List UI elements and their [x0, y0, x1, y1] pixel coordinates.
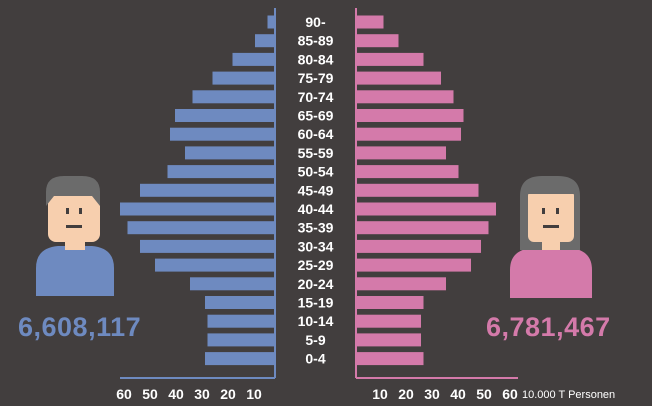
male-bar-35-39 — [127, 221, 275, 235]
male-mouth — [66, 225, 82, 228]
female-bar-85-89 — [356, 34, 399, 48]
age-label: 35-39 — [298, 220, 334, 236]
male-bar-45-49 — [140, 183, 275, 197]
male-bar-20-24 — [190, 277, 275, 291]
age-label: 55-59 — [298, 145, 334, 161]
age-label: 10-14 — [298, 313, 334, 329]
female-bar-70-74 — [356, 90, 454, 104]
male-bar-75-79 — [212, 71, 275, 85]
female-body — [510, 248, 592, 298]
age-label: 65-69 — [298, 108, 334, 124]
male-body — [36, 246, 114, 296]
age-label: 60-64 — [298, 126, 334, 142]
male-bar-10-14 — [207, 314, 275, 328]
age-label: 40-44 — [298, 201, 334, 217]
male-bar-60-64 — [170, 127, 275, 141]
male-bar-5-9 — [207, 333, 275, 347]
male-bar-0-4 — [205, 352, 275, 366]
female-bar-90- — [356, 15, 384, 29]
male-bar-85-89 — [255, 34, 275, 48]
tick-label-right: 30 — [424, 386, 440, 402]
male-bar-15-19 — [205, 296, 275, 309]
female-bar-50-54 — [356, 165, 459, 179]
age-group-labels: 90- 85-89 80-84 75-79 70-74 65-69 60-64 55-59 50… — [298, 14, 334, 367]
female-bangs — [528, 184, 574, 194]
male-face — [48, 186, 100, 242]
male-bar-40-44 — [120, 202, 275, 216]
male-bar-55-59 — [185, 146, 275, 160]
age-label: 80-84 — [298, 51, 334, 67]
female-avatar-icon — [510, 176, 592, 298]
tick-label-left: 50 — [142, 386, 158, 402]
tick-label-right: 20 — [398, 386, 414, 402]
female-total: 6,781,467 — [486, 312, 611, 342]
age-label: 5-9 — [305, 332, 325, 348]
tick-label-right: 50 — [476, 386, 492, 402]
tick-label-right: 60 — [502, 386, 518, 402]
female-face — [528, 190, 574, 242]
male-bar-65-69 — [175, 109, 275, 122]
tick-label-left: 40 — [168, 386, 184, 402]
age-label: 70-74 — [298, 89, 334, 105]
female-eye-left — [542, 208, 545, 214]
male-hair — [46, 176, 100, 206]
tick-label-right: 40 — [450, 386, 466, 402]
age-label: 90- — [305, 14, 326, 30]
age-label: 45-49 — [298, 182, 334, 198]
female-bar-0-4 — [356, 352, 424, 366]
age-label: 85-89 — [298, 33, 334, 49]
male-bar-50-54 — [167, 165, 275, 179]
female-bar-35-39 — [356, 221, 489, 235]
male-bar-80-84 — [232, 52, 275, 66]
female-bar-20-24 — [356, 277, 446, 291]
female-mouth — [543, 225, 559, 228]
female-bar-55-59 — [356, 146, 446, 160]
male-bar-25-29 — [155, 258, 275, 272]
female-bar-40-44 — [356, 202, 496, 216]
female-bar-5-9 — [356, 333, 421, 347]
age-label: 15-19 — [298, 295, 334, 311]
tick-label-left: 10 — [246, 386, 262, 402]
unit-label: 10.000 T Personen — [522, 389, 615, 401]
male-bar-90- — [267, 15, 275, 29]
female-bar-60-64 — [356, 127, 461, 141]
male-total: 6,608,117 — [18, 312, 142, 342]
female-eye-right — [556, 208, 559, 214]
female-bar-65-69 — [356, 109, 464, 122]
axes — [120, 8, 518, 379]
age-label: 25-29 — [298, 257, 334, 273]
female-bar-45-49 — [356, 183, 479, 197]
female-bar-30-34 — [356, 239, 481, 253]
age-label: 0-4 — [305, 351, 325, 367]
tick-label-left: 20 — [220, 386, 236, 402]
female-bar-15-19 — [356, 296, 424, 309]
female-bar-75-79 — [356, 71, 441, 85]
female-bar-80-84 — [356, 52, 424, 66]
male-avatar-icon — [36, 176, 114, 296]
female-bar-25-29 — [356, 258, 471, 272]
female-bar-10-14 — [356, 314, 421, 328]
male-bars — [120, 15, 275, 366]
tick-labels: 60 50 40 30 20 10 10 20 30 40 50 60 — [116, 386, 518, 402]
male-eye-right — [79, 208, 82, 214]
tick-label-left: 60 — [116, 386, 132, 402]
male-eye-left — [66, 208, 69, 214]
age-label: 20-24 — [298, 276, 334, 292]
age-label: 50-54 — [298, 164, 334, 180]
male-bar-30-34 — [140, 239, 275, 253]
female-bars — [356, 15, 496, 366]
male-bar-70-74 — [192, 90, 275, 104]
age-label: 30-34 — [298, 238, 334, 254]
tick-label-left: 30 — [194, 386, 210, 402]
tick-label-right: 10 — [372, 386, 388, 402]
age-label: 75-79 — [298, 70, 334, 86]
